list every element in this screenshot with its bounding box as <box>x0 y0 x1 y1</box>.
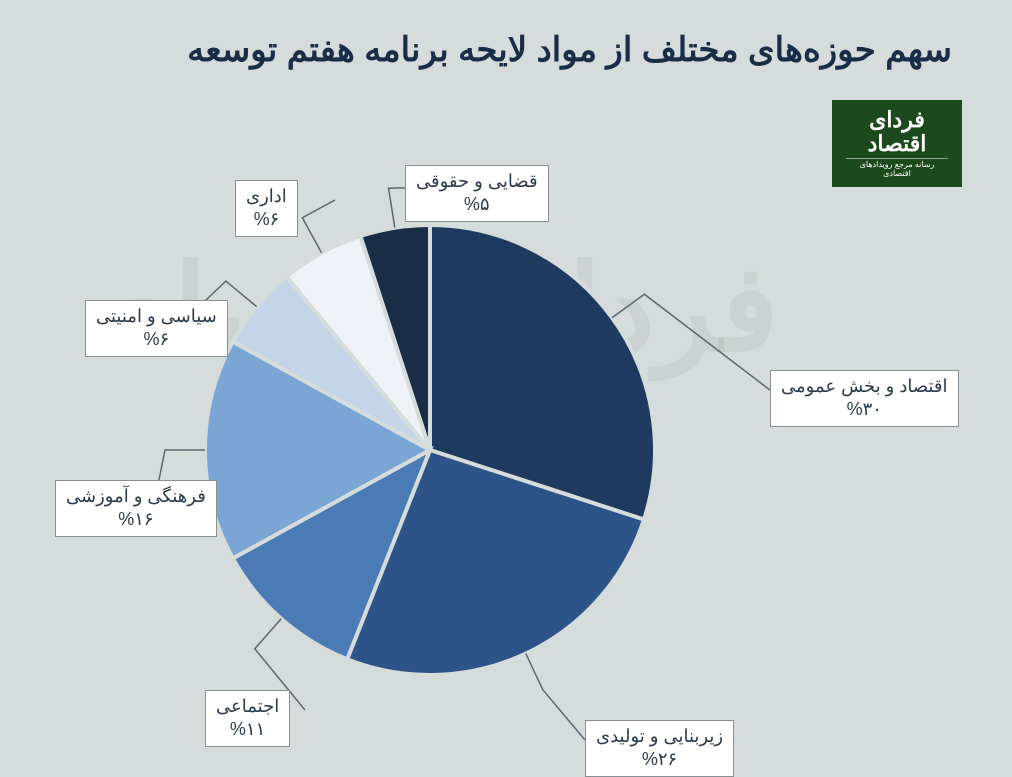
slice-label-text: اقتصاد و بخش عمومی <box>781 375 948 398</box>
slice-label-percent: %۱۶ <box>66 508 206 531</box>
slice-label-percent: %۲۶ <box>596 748 723 771</box>
slice-label-percent: %۳۰ <box>781 398 948 421</box>
slice-label: زیربنایی و تولیدی%۲۶ <box>585 720 734 777</box>
leader-line <box>302 200 335 253</box>
slice-label: قضایی و حقوقی%۵ <box>405 165 549 222</box>
pie-chart: اقتصاد و بخش عمومی%۳۰ زیربنایی و تولیدی%۲… <box>0 110 1012 770</box>
slice-label: اجتماعی%۱۱ <box>205 690 290 747</box>
leader-line <box>526 654 585 740</box>
slice-label-text: زیربنایی و تولیدی <box>596 725 723 748</box>
slice-label: فرهنگی و آموزشی%۱۶ <box>55 480 217 537</box>
slice-label: اداری%۶ <box>235 180 298 237</box>
chart-title: سهم حوزه‌های مختلف از مواد لایحه برنامه … <box>60 30 952 70</box>
slice-label-text: اجتماعی <box>216 695 279 718</box>
slice-label-percent: %۶ <box>96 328 217 351</box>
slice-label-text: اداری <box>246 185 287 208</box>
slice-label-percent: %۱۱ <box>216 718 279 741</box>
slice-label: سیاسی و امنیتی%۶ <box>85 300 228 357</box>
slice-label-text: فرهنگی و آموزشی <box>66 485 206 508</box>
slice-label-text: قضایی و حقوقی <box>416 170 538 193</box>
slice-label: اقتصاد و بخش عمومی%۳۰ <box>770 370 959 427</box>
slice-label-percent: %۶ <box>246 208 287 231</box>
slice-label-text: سیاسی و امنیتی <box>96 305 217 328</box>
slice-label-percent: %۵ <box>416 193 538 216</box>
